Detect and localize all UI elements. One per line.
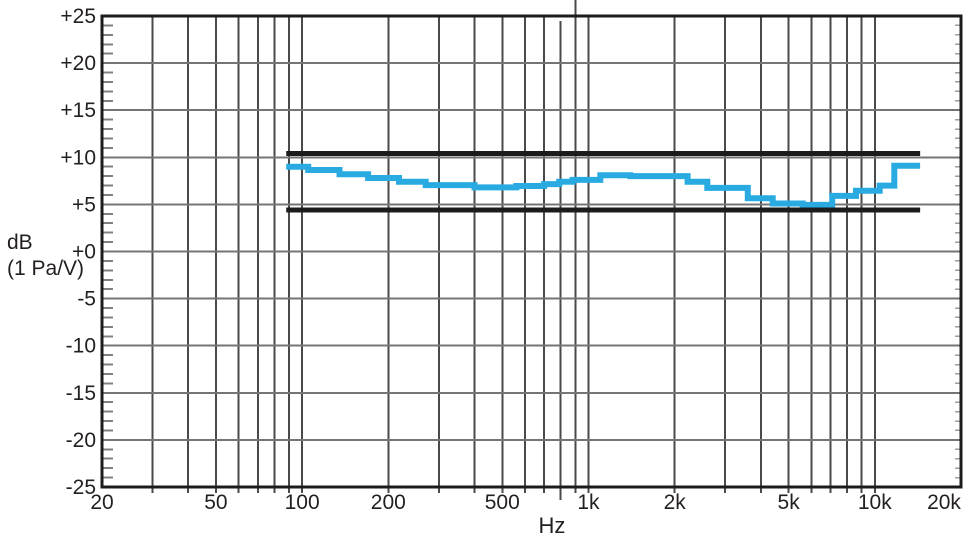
y-axis-unit-line2: (1 Pa/V) (7, 257, 85, 280)
x-tick-label: 10k (858, 491, 892, 514)
y-tick-label: +0 (72, 241, 96, 264)
x-tick-label: 2k (664, 491, 687, 514)
y-axis-unit-label: dB (1 Pa/V) (7, 230, 84, 282)
x-tick-label: 20 (90, 491, 113, 514)
plot-border (100, 14, 963, 489)
x-tick-label: 20k (927, 491, 961, 514)
y-tick-label: +25 (60, 5, 96, 28)
x-tick-label: 50 (204, 491, 227, 514)
grid-horizontal (102, 62, 961, 441)
x-tick-label: 5k (778, 491, 801, 514)
x-axis-unit-label: Hz (538, 513, 566, 538)
x-tick-labels: 20 50 100 200 500 1k 2k 5k 10k 20k (90, 491, 961, 514)
y-tick-label: -20 (66, 429, 96, 452)
y-axis-unit-line1: dB (7, 231, 33, 254)
y-tick-label: +15 (60, 99, 96, 122)
x-tick-label: 500 (485, 491, 520, 514)
x-tick-label: 1k (577, 491, 600, 514)
y-tick-label: +10 (60, 146, 96, 169)
frequency-response (286, 162, 921, 208)
y-tick-label: -15 (66, 382, 96, 405)
y-tick-label: -5 (77, 288, 96, 311)
y-tick-label: -25 (66, 476, 96, 499)
y-tick-label: +20 (60, 52, 96, 75)
x-tick-label: 100 (285, 491, 320, 514)
y-tick-label: -10 (66, 335, 96, 358)
x-tick-label: 200 (371, 491, 406, 514)
y-tick-labels: +25 +20 +15 +10 +5 +0 -5 -10 -15 -20 -25 (60, 5, 96, 499)
y-tick-label: +5 (72, 193, 96, 216)
grid-vertical (151, 0, 876, 500)
